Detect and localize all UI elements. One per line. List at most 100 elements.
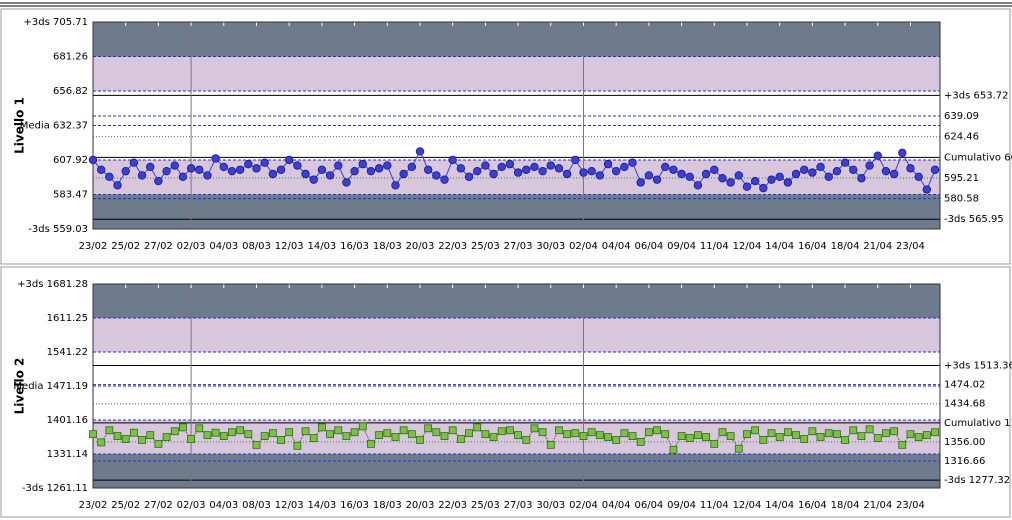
data-point [726, 432, 735, 441]
data-point [841, 436, 849, 444]
y-tick-label: 1331.14 [47, 449, 88, 460]
y-axis-title: Livello 2 [13, 358, 27, 415]
x-tick-label: 20/03 [406, 241, 435, 252]
data-point [595, 171, 605, 180]
data-point [783, 178, 793, 187]
x-tick-label: 04/03 [209, 241, 238, 252]
band [93, 352, 940, 387]
y-tick-label: 1401.16 [47, 415, 88, 426]
data-point [742, 182, 752, 191]
x-tick-label: 06/04 [634, 241, 663, 252]
data-point [530, 424, 539, 433]
data-point [734, 171, 744, 180]
ref-label: 624.46 [944, 132, 979, 143]
data-point [219, 162, 228, 172]
data-point [186, 164, 196, 173]
y-tick-label: 1611.25 [47, 313, 88, 324]
data-point [211, 154, 220, 163]
data-point [456, 164, 466, 173]
y-tick-label: -3ds 1261.11 [22, 483, 88, 494]
data-point [808, 427, 817, 436]
data-point [922, 431, 931, 440]
data-point [268, 169, 278, 179]
x-tick-label: 30/03 [536, 500, 565, 511]
data-point [129, 428, 138, 437]
data-point [211, 428, 220, 437]
x-tick-label: 04/03 [209, 500, 238, 511]
data-point [317, 423, 326, 432]
data-point [816, 433, 825, 441]
data-point [661, 162, 670, 172]
data-point [882, 429, 890, 438]
x-tick-label: 25/02 [111, 241, 140, 252]
data-point [775, 433, 784, 441]
data-point [840, 158, 850, 167]
y-tick-label: -3ds 559.03 [28, 224, 88, 235]
data-point [334, 161, 343, 170]
data-point [276, 165, 286, 174]
data-point [571, 155, 580, 165]
data-point [375, 431, 384, 440]
data-point [604, 433, 612, 441]
band [93, 125, 940, 161]
data-point [301, 169, 310, 179]
data-point [857, 432, 866, 441]
data-point [424, 424, 433, 433]
data-point [399, 426, 408, 435]
x-tick-label: 27/03 [504, 500, 533, 511]
panel-frame [0, 8, 1011, 265]
data-point [562, 169, 572, 179]
data-point [178, 172, 188, 182]
data-point [750, 176, 760, 186]
data-point [644, 428, 653, 437]
data-point [448, 155, 457, 165]
data-point [415, 147, 425, 156]
data-point [612, 436, 621, 444]
data-point [203, 171, 212, 180]
data-point [423, 165, 433, 174]
data-point [505, 159, 515, 169]
x-tick-label: 02/03 [177, 500, 206, 511]
y-tick-label: 656.82 [53, 86, 88, 97]
data-point [685, 434, 694, 442]
x-tick-label: 22/03 [438, 500, 467, 511]
x-tick-label: 09/04 [667, 500, 696, 511]
ref-label: 1356.00 [944, 437, 985, 448]
data-point [162, 166, 171, 176]
y-tick-label: 1541.22 [47, 347, 88, 358]
plot-frame [92, 21, 941, 230]
data-point [129, 158, 139, 167]
band [93, 22, 940, 57]
x-tick-label: 14/03 [307, 500, 336, 511]
ref-label: Cumulativo 1395.3 [944, 418, 1012, 429]
data-point [195, 165, 204, 174]
data-point [513, 168, 523, 177]
data-point [481, 161, 490, 170]
data-point [293, 161, 302, 170]
data-point [554, 164, 564, 173]
data-point [284, 155, 294, 165]
data-point [824, 429, 833, 438]
x-tick-label: 12/03 [275, 500, 304, 511]
data-point [391, 181, 400, 190]
data-point [579, 432, 588, 441]
ref-label: 580.58 [944, 194, 979, 205]
data-point [702, 433, 711, 441]
data-point [497, 162, 506, 172]
data-point [448, 426, 457, 435]
y-tick-label: 583.47 [53, 190, 88, 201]
data-point [252, 164, 261, 173]
data-point [587, 166, 596, 176]
x-tick-label: 04/04 [602, 241, 631, 252]
data-point [898, 148, 907, 158]
data-point [105, 426, 114, 435]
data-point [195, 424, 204, 433]
x-tick-label: 14/03 [307, 241, 336, 252]
data-point [628, 432, 637, 441]
data-point [734, 444, 743, 453]
data-point [374, 164, 384, 173]
data-point [350, 166, 359, 176]
data-point [358, 159, 367, 169]
ref-label: 639.09 [944, 111, 979, 122]
data-point [440, 432, 449, 441]
